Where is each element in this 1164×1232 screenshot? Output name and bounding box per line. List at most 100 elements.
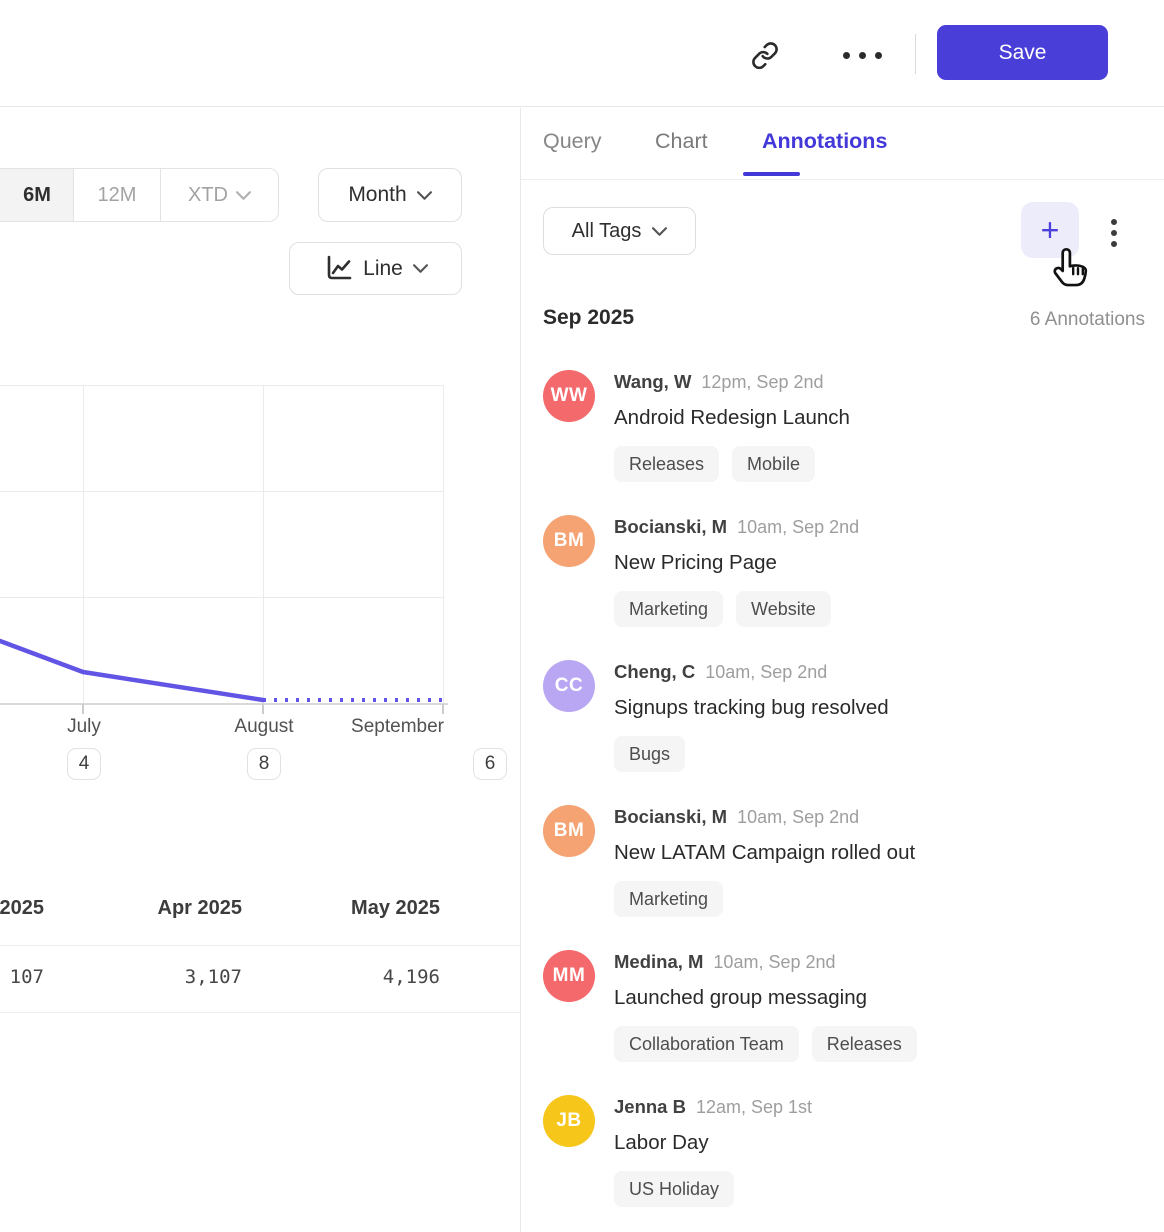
kebab-icon: [1111, 219, 1117, 225]
gridline-vertical: [83, 385, 84, 703]
badge-value: 8: [258, 753, 270, 774]
link-icon: [751, 41, 779, 69]
more-options-button[interactable]: [840, 40, 884, 70]
annotation-count-badge[interactable]: 6: [473, 748, 507, 780]
tag-filter-label: All Tags: [571, 219, 642, 242]
table-divider: [0, 945, 520, 946]
table-header-cell: May 2025: [351, 897, 440, 919]
table-divider: [0, 1012, 520, 1013]
annotation-title: New LATAM Campaign rolled out: [614, 841, 916, 864]
x-axis-tick: [82, 704, 84, 714]
x-axis-label: September: [351, 716, 444, 737]
tab-chart[interactable]: Chart: [655, 129, 708, 153]
table-cell: 4,196: [382, 966, 440, 988]
annotation-timestamp: 10am, Sep 2nd: [737, 517, 860, 537]
hand-cursor-icon: [1053, 247, 1088, 287]
save-button[interactable]: Save: [937, 25, 1108, 80]
annotation-item[interactable]: BM Bocianski, M 10am, Sep 2nd New LATAM …: [543, 805, 1143, 917]
annotation-title: Signups tracking bug resolved: [614, 696, 889, 719]
gridline-vertical: [263, 385, 264, 703]
tab-query[interactable]: Query: [543, 129, 602, 153]
tag-pill[interactable]: Releases: [811, 1026, 917, 1062]
tag-pill[interactable]: Releases: [614, 446, 720, 482]
toolbar-divider: [915, 34, 916, 74]
annotation-author: Medina, M: [614, 951, 704, 972]
annotation-timestamp: 10am, Sep 2nd: [737, 807, 860, 827]
tag-pill[interactable]: Bugs: [614, 736, 686, 772]
chart-type-dropdown[interactable]: Line: [289, 242, 462, 295]
range-xtd-label: XTD: [188, 183, 228, 206]
annotation-author: Cheng, C: [614, 661, 696, 682]
ellipsis-icon: [842, 51, 882, 59]
copy-link-button[interactable]: [748, 38, 782, 72]
annotation-timestamp: 10am, Sep 2nd: [705, 662, 828, 682]
range-12m-label: 12M: [97, 183, 137, 206]
tab-annotations[interactable]: Annotations: [762, 129, 888, 153]
tabs-bottom-border: [521, 179, 1164, 180]
line-chart-icon: [323, 254, 353, 284]
annotation-item[interactable]: JB Jenna B 12am, Sep 1st Labor Day US Ho…: [543, 1095, 1143, 1207]
annotation-item[interactable]: CC Cheng, C 10am, Sep 2nd Signups tracki…: [543, 660, 1143, 772]
annotation-title: Android Redesign Launch: [614, 406, 850, 429]
table-cell: 3,107: [184, 966, 242, 988]
x-axis-line: [0, 703, 448, 705]
annotation-author: Bocianski, M: [614, 516, 728, 537]
tag-pill[interactable]: US Holiday: [614, 1171, 735, 1207]
tag-pill[interactable]: Mobile: [732, 446, 816, 482]
range-6m-label: 6M: [23, 183, 51, 206]
range-12m-button[interactable]: 12M: [74, 169, 161, 221]
annotation-timestamp: 10am, Sep 2nd: [713, 952, 836, 972]
tag-pill[interactable]: Website: [736, 591, 831, 627]
annotation-list: WW Wang, W 12pm, Sep 2nd Android Redesig…: [543, 370, 1143, 1232]
annotation-title: Launched group messaging: [614, 986, 868, 1009]
chart-line-solid: [0, 638, 266, 703]
tag-pill[interactable]: Marketing: [614, 881, 724, 917]
tag-pill[interactable]: Marketing: [614, 591, 724, 627]
tag-filter-dropdown[interactable]: All Tags: [543, 207, 696, 255]
date-range-segmented-control: 6M 12M XTD: [0, 168, 279, 222]
annotation-timestamp: 12pm, Sep 2nd: [701, 372, 824, 392]
active-tab-underline: [743, 172, 800, 176]
gridline-horizontal: [0, 385, 444, 386]
annotation-count-label: 6 Annotations: [1029, 309, 1145, 330]
annotations-menu-button[interactable]: [1109, 217, 1119, 249]
chevron-down-icon: [416, 190, 432, 200]
gridline-horizontal: [0, 491, 444, 492]
granularity-dropdown[interactable]: Month: [318, 168, 462, 222]
add-annotation-button[interactable]: +: [1021, 202, 1079, 258]
avatar: MM: [543, 950, 595, 1002]
panel-divider: [520, 108, 521, 1232]
plus-icon: +: [1040, 211, 1060, 248]
avatar: BM: [543, 805, 595, 857]
gridline-horizontal: [0, 597, 444, 598]
annotation-title: Labor Day: [614, 1131, 709, 1154]
annotation-count-badge[interactable]: 4: [67, 748, 101, 780]
line-chart-plot: [0, 638, 443, 703]
x-axis-label: July: [67, 716, 101, 737]
annotation-item[interactable]: MM Medina, M 10am, Sep 2nd Launched grou…: [543, 950, 1143, 1062]
range-6m-button[interactable]: 6M: [0, 169, 74, 221]
annotation-title: New Pricing Page: [614, 551, 777, 574]
granularity-label: Month: [348, 183, 407, 206]
annotation-author: Wang, W: [614, 371, 692, 392]
chart-type-label: Line: [363, 256, 403, 280]
chevron-down-icon: [236, 190, 251, 200]
annotation-author: Bocianski, M: [614, 806, 728, 827]
x-axis-tick: [262, 704, 264, 714]
x-axis-tick: [442, 704, 444, 714]
table-header-cell: 2025: [0, 897, 44, 919]
tag-pill[interactable]: Collaboration Team: [614, 1026, 799, 1062]
range-xtd-button[interactable]: XTD: [161, 169, 278, 221]
annotation-item[interactable]: WW Wang, W 12pm, Sep 2nd Android Redesig…: [543, 370, 1143, 482]
avatar: CC: [543, 660, 595, 712]
avatar: JB: [543, 1095, 595, 1147]
annotation-count-badge[interactable]: 8: [247, 748, 281, 780]
badge-value: 4: [78, 753, 90, 774]
badge-value: 6: [484, 753, 496, 774]
annotation-item[interactable]: BM Bocianski, M 10am, Sep 2nd New Pricin…: [543, 515, 1143, 627]
annotation-timestamp: 12am, Sep 1st: [695, 1097, 813, 1117]
table-cell: 107: [9, 966, 44, 988]
avatar: BM: [543, 515, 595, 567]
annotation-author: Jenna B: [614, 1096, 686, 1117]
